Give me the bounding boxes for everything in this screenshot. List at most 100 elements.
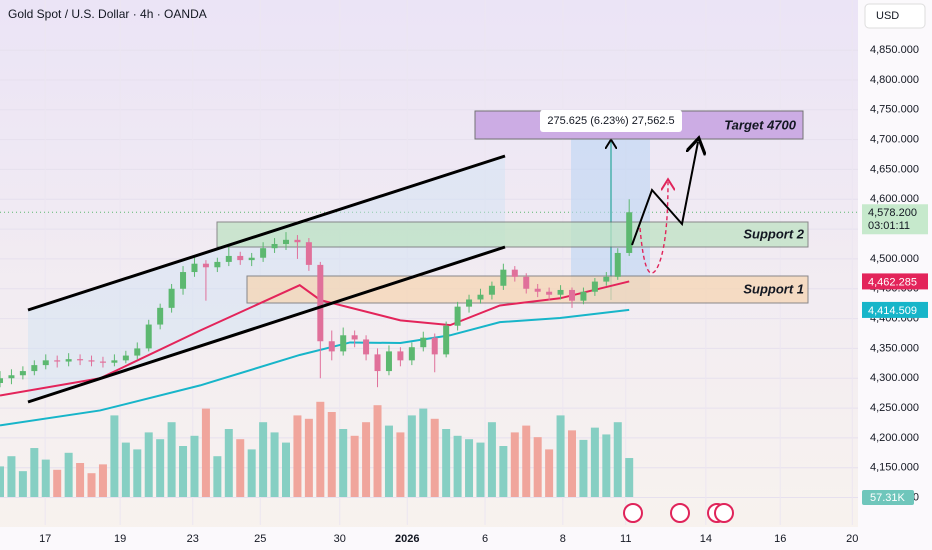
volume-pane: [0, 401, 634, 497]
volume-bar: [625, 458, 634, 497]
volume-bar: [556, 415, 565, 497]
volume-bar: [579, 439, 588, 497]
target-label: Target 4700: [724, 117, 797, 132]
volume-bar: [179, 446, 188, 497]
volume-bar: [7, 456, 16, 497]
candle-body: [557, 289, 564, 295]
candle-body: [569, 289, 575, 301]
candle-body: [8, 375, 15, 379]
last-price-label: 4,578.200: [868, 207, 917, 219]
volume-bar: [30, 448, 39, 497]
x-tick-label: 2026: [395, 533, 419, 545]
volume-bar: [133, 449, 142, 497]
volume-bar: [224, 429, 233, 497]
volume-bar: [18, 471, 27, 497]
x-tick-label: 6: [482, 533, 488, 545]
candle-body: [214, 261, 221, 268]
time-axis: [0, 527, 858, 550]
volume-bar: [167, 422, 176, 497]
channel-lower: [27, 245, 506, 404]
currency-button[interactable]: [864, 3, 926, 29]
y-tick-label: 4,750.000: [870, 104, 919, 116]
y-tick-label: 4,500.000: [870, 253, 919, 265]
volume-bar: [76, 463, 85, 497]
plot: [0, 199, 633, 427]
x-tick-label: 20: [846, 533, 858, 545]
candle-body: [374, 354, 381, 372]
candle-body: [77, 359, 84, 361]
volume-bar: [510, 432, 519, 497]
volume-bar: [259, 422, 268, 497]
x-tick-label: 30: [334, 533, 346, 545]
candle-body: [19, 371, 26, 376]
volume-bar: [487, 422, 496, 497]
measure-label: 275.625 (6.23%) 27,562.5: [547, 115, 674, 127]
volume-bar: [339, 429, 348, 497]
volume-bar: [304, 418, 313, 497]
volume-bar: [453, 435, 462, 497]
candle-body: [363, 339, 370, 355]
candle-body: [294, 239, 301, 243]
support1-label: Support 1: [743, 281, 804, 296]
price-label: 4,462.285: [868, 276, 917, 288]
volume-label: 57.31K: [870, 492, 906, 504]
volume-bar: [0, 466, 4, 497]
candle-body: [271, 244, 278, 249]
currency[interactable]: USD: [876, 10, 899, 22]
candle-body: [385, 351, 392, 372]
volume-bar: [522, 425, 531, 497]
x-tick-label: 16: [774, 533, 786, 545]
candle-body: [534, 288, 541, 292]
volume-bar: [613, 422, 622, 497]
volume-bar: [282, 442, 290, 497]
volume-bar: [407, 415, 416, 497]
candle-body: [122, 355, 129, 361]
y-tick-label: 4,650.000: [870, 163, 919, 175]
candle-body: [157, 307, 164, 325]
candle-body: [397, 351, 404, 361]
volume-bar: [476, 442, 485, 497]
volume-bar: [384, 425, 393, 497]
volume-bar: [247, 449, 256, 497]
candle-body: [340, 335, 347, 352]
candle-body: [614, 252, 621, 277]
volume-bar: [499, 446, 508, 497]
x-tick-label: 25: [254, 533, 266, 545]
candle-body: [191, 263, 198, 273]
volume-bar: [327, 412, 336, 497]
volume-bar: [236, 439, 245, 497]
volume-bar: [293, 415, 302, 497]
candle-body: [317, 264, 324, 342]
candle-body: [466, 299, 473, 307]
candle-body: [99, 361, 106, 363]
countdown: 03:01:11: [868, 220, 910, 232]
candle-body: [202, 263, 209, 268]
candle-body: [180, 272, 187, 289]
volume-bar: [316, 401, 325, 497]
y-tick-label: 4,200.000: [870, 432, 919, 444]
volume-bar: [110, 415, 119, 497]
x-tick-label: 14: [700, 533, 712, 545]
candle-body: [328, 341, 335, 352]
axes: 4,100.0004,150.0004,200.0004,250.0004,30…: [39, 44, 928, 545]
volume-bar: [545, 449, 554, 497]
volume-bar: [568, 430, 576, 497]
volume-bar: [590, 427, 599, 497]
volume-bar: [430, 418, 439, 497]
volume-bar: [144, 432, 153, 497]
alt-projection: [639, 182, 668, 274]
volume-bar: [121, 442, 130, 497]
projection-arrow: [631, 142, 698, 246]
y-tick-label: 4,350.000: [870, 342, 919, 354]
candle-body: [260, 248, 267, 258]
volume-bar: [213, 456, 222, 497]
volume-bar: [156, 439, 165, 497]
candle-body: [420, 337, 427, 348]
volume-bar: [201, 408, 210, 497]
measure-label-bg: [540, 110, 682, 132]
candle-body: [454, 306, 461, 326]
x-tick-label: 17: [39, 533, 51, 545]
volume-bar: [602, 434, 611, 497]
candle-body: [111, 360, 118, 363]
